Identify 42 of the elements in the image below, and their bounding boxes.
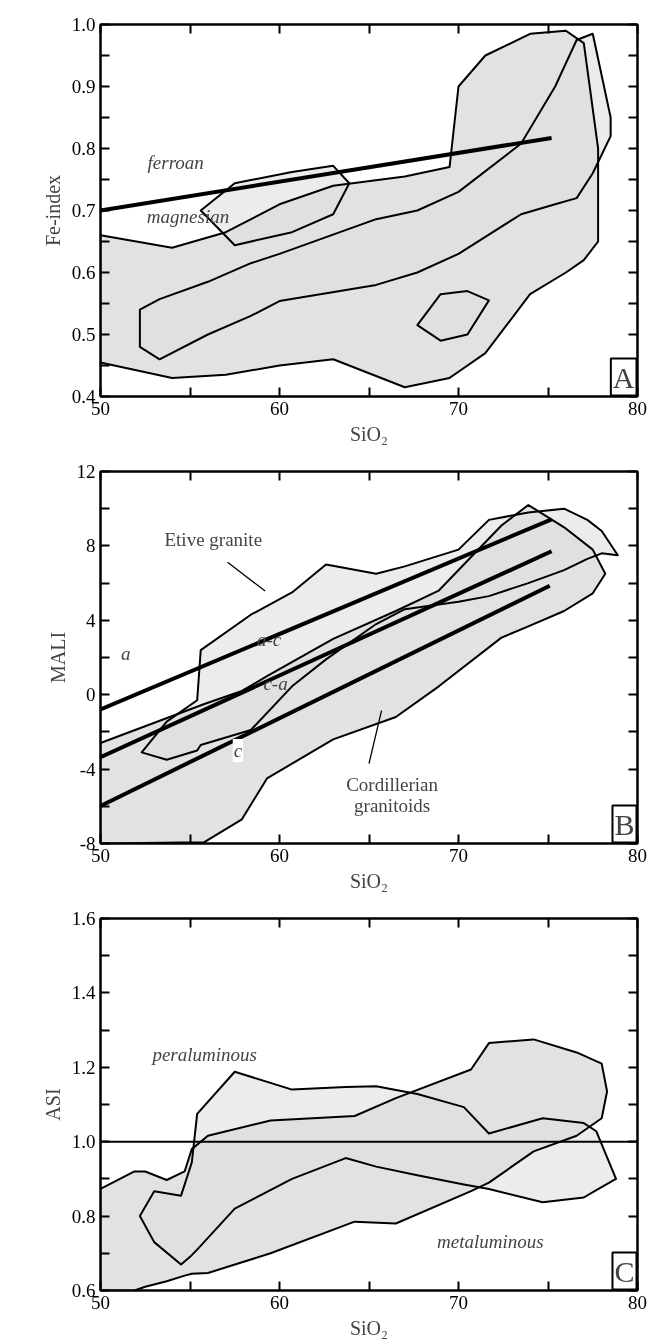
annotation: Cordillerian granitoids <box>346 773 439 816</box>
y-tick-label: 12 <box>76 461 96 482</box>
annotation: metaluminous <box>437 1231 544 1253</box>
annotation: c <box>233 740 243 761</box>
y-tick-label: 8 <box>86 535 96 557</box>
x-axis-title: SiO₂ <box>349 422 389 445</box>
x-tick-label: 80 <box>628 844 647 866</box>
y-tick-label: 0.8 <box>71 138 96 159</box>
y-tick-label: 1.2 <box>71 1056 96 1078</box>
annotation: ferroan <box>147 151 204 173</box>
y-tick-label: -4 <box>79 758 96 780</box>
x-tick-label: 60 <box>270 1291 289 1313</box>
x-tick-label: 70 <box>449 844 468 866</box>
y-tick-label: 0.8 <box>71 1205 96 1227</box>
y-tick-label: 4 <box>86 609 96 631</box>
y-axis-title: MALI <box>46 631 69 684</box>
x-tick-label: 60 <box>270 844 289 866</box>
x-axis-title: SiO₂ <box>349 1316 389 1339</box>
annotation: c-a <box>263 673 288 695</box>
annotation: a <box>120 642 131 664</box>
y-tick-label: 0.9 <box>71 76 96 97</box>
x-tick-label: 60 <box>270 397 289 419</box>
y-tick-label: 1.4 <box>71 982 96 1004</box>
y-tick-label: 0.5 <box>71 324 96 345</box>
x-tick-label: 70 <box>449 1291 468 1313</box>
y-tick-label: 1.0 <box>71 1131 96 1153</box>
annotation: B <box>614 807 635 841</box>
y-axis-title: Fe-index <box>41 174 64 247</box>
x-tick-label: 70 <box>449 397 468 419</box>
y-axis-title: ASI <box>41 1088 64 1121</box>
y-tick-label: 1.0 <box>71 14 96 35</box>
x-tick-label: 80 <box>628 397 647 419</box>
annotation: C <box>614 1254 635 1288</box>
x-tick-label: 80 <box>628 1291 647 1313</box>
y-tick-label: 0 <box>86 684 96 706</box>
annotation: Etive granite <box>164 528 263 550</box>
y-tick-label: 0.7 <box>71 200 96 221</box>
annotation: peraluminous <box>150 1043 257 1065</box>
annotation: A <box>612 360 635 394</box>
y-tick-label: 1.6 <box>71 908 96 929</box>
x-axis-title: SiO₂ <box>349 869 389 892</box>
y-tick-label: 0.6 <box>71 262 96 283</box>
